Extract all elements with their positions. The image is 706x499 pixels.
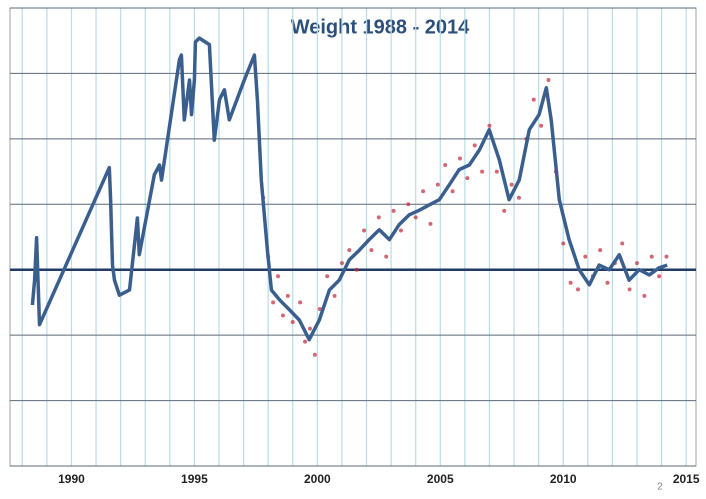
data-point (546, 77, 551, 82)
data-point (271, 300, 276, 305)
data-point (634, 261, 639, 266)
chart-title: Weight 1988 - 2014 (291, 16, 470, 38)
data-point (568, 280, 573, 285)
data-point (457, 156, 462, 161)
data-point (312, 352, 317, 357)
data-point (280, 313, 285, 318)
data-point (354, 267, 359, 272)
data-line (30, 36, 668, 342)
data-point (339, 261, 344, 266)
data-point (303, 339, 308, 344)
x-tick-label: 2000 (304, 472, 331, 486)
data-point (384, 254, 389, 259)
data-point (509, 182, 514, 187)
data-point (598, 248, 603, 253)
data-point (649, 254, 654, 259)
data-point (605, 280, 610, 285)
data-point (406, 202, 411, 207)
data-point (369, 248, 374, 253)
data-point (539, 123, 544, 128)
data-point (347, 248, 352, 253)
data-point (642, 293, 647, 298)
x-tick-label: 2005 (427, 472, 454, 486)
data-point (298, 300, 303, 305)
x-tick-label: 2015 (673, 472, 700, 486)
x-tick-label: 1995 (181, 472, 208, 486)
data-point (332, 293, 337, 298)
data-point (290, 320, 295, 325)
data-point (480, 169, 485, 174)
data-point (657, 274, 662, 279)
data-point (465, 176, 470, 181)
data-point (620, 241, 625, 246)
data-point (413, 215, 418, 220)
data-point (435, 182, 440, 187)
data-point (450, 189, 455, 194)
data-point (307, 326, 312, 331)
data-point (583, 254, 588, 259)
data-point (627, 287, 632, 292)
data-point (398, 228, 403, 233)
data-point (472, 143, 477, 148)
data-point (276, 274, 281, 279)
data-point (391, 208, 396, 213)
data-point (376, 215, 381, 220)
data-point (285, 293, 290, 298)
data-point (561, 241, 566, 246)
plot-area (9, 7, 697, 467)
data-point (575, 287, 580, 292)
data-point (421, 189, 426, 194)
data-point (502, 208, 507, 213)
data-point (325, 274, 330, 279)
data-point (487, 123, 492, 128)
data-point (317, 306, 322, 311)
data-point (516, 195, 521, 200)
x-tick-label: 2010 (550, 472, 577, 486)
data-point (531, 97, 536, 102)
data-point (664, 254, 669, 259)
x-tick-label: 1990 (58, 472, 85, 486)
data-point (494, 169, 499, 174)
data-point (443, 163, 448, 168)
page-number: 2 (657, 482, 663, 493)
data-point (362, 228, 367, 233)
data-point (428, 221, 433, 226)
